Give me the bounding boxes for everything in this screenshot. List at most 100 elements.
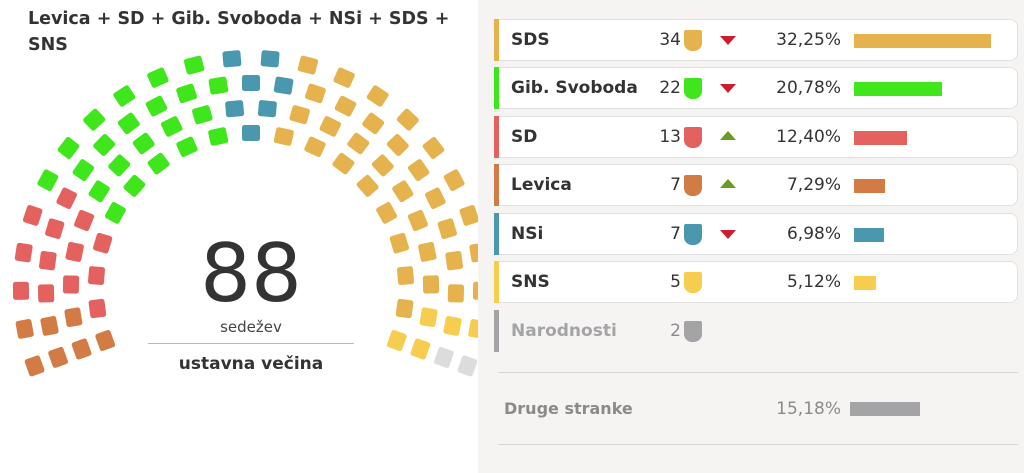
seat-sds [347,132,370,155]
seat-icon [684,30,702,51]
seat-sds [407,209,428,232]
seat-narodnosti [457,355,478,377]
triangle-down-icon [720,230,736,239]
seat-sns [386,330,407,351]
party-name: SD [511,127,538,147]
party-seats: 5 [670,272,681,292]
seat-sns [419,307,438,328]
seat-svoboda [192,105,213,125]
party-percent-bar [854,179,885,193]
party-seats: 22 [659,78,681,98]
seat-sns [443,315,462,336]
seat-sds [273,127,294,146]
party-color-marker [494,164,499,206]
seat-sd [22,204,43,226]
party-percent-bar [854,276,876,290]
seat-nsi [257,100,277,118]
party-percent: 7,29% [786,175,841,195]
seat-icon [684,224,702,245]
seat-sds [418,241,437,262]
seat-svoboda [208,127,229,146]
seat-svoboda [176,83,197,104]
seat-svoboda [57,136,80,160]
party-row-svoboda[interactable]: Gib. Svoboda 22 20,78% [494,67,1018,109]
results-panel: SDS 34 32,25% Gib. Svoboda 22 20,78% SD 13 12,40… [478,0,1024,473]
party-seats: 2 [670,321,681,341]
seat-svoboda [147,67,169,88]
seat-svoboda [160,116,183,137]
party-name: Levica [511,175,572,195]
seat-sds [396,108,419,131]
party-row-sd[interactable]: SD 13 12,40% [494,116,1018,158]
other-parties-percent-bar [850,402,920,416]
seat-levica [95,330,116,351]
seat-sd [56,187,77,210]
seat-nsi [242,125,260,141]
seat-sds [425,187,446,210]
party-color-marker [494,67,499,109]
party-color-marker [494,19,499,61]
seat-icon [684,175,702,196]
seat-nsi [242,75,260,91]
seat-sds [333,67,355,88]
seat-sds [297,55,319,75]
seat-sd [37,284,55,303]
seat-narodnosti [434,346,454,368]
seat-sns [410,338,431,360]
party-seats: 7 [670,224,681,244]
party-percent-bar [854,82,942,96]
seat-icon [684,127,702,148]
seat-svoboda [108,154,131,177]
seat-svoboda [132,132,155,155]
other-parties-name: Druge stranke [504,399,633,418]
seat-sds [445,251,464,271]
seat-sds [356,174,379,197]
seat-levica [64,307,83,328]
party-row-sds[interactable]: SDS 34 32,25% [494,19,1018,61]
seat-sds [371,154,394,177]
party-row-nsi[interactable]: NSi 7 6,98% [494,213,1018,255]
coalition-panel: Levica + SD + Gib. Svoboda + NSi + SDS +… [0,0,478,473]
party-color-marker [494,261,499,303]
seat-nsi [225,100,245,118]
seat-levica [48,346,68,368]
seat-sds [422,275,440,294]
party-row-sns[interactable]: SNS 5 5,12% [494,261,1018,303]
seat-sds [443,169,465,192]
seat-sds [376,202,398,224]
party-row-narodnosti[interactable]: Narodnosti 2 [494,310,1018,352]
seat-svoboda [93,134,116,156]
seat-sd [12,281,30,300]
seat-sds [289,105,310,125]
triangle-down-icon [720,84,736,93]
seat-svoboda [183,55,205,75]
party-name: SDS [511,30,550,50]
other-parties-row[interactable]: Druge stranke 15,18% [494,386,1018,432]
seat-sds [469,242,478,263]
seat-levica [15,319,34,339]
seats-total: 88 [200,227,302,320]
party-name: SNS [511,272,550,292]
seat-icon [684,321,702,342]
seat-sds [472,281,478,300]
seat-sds [362,112,385,135]
seat-levica [40,315,59,336]
seat-svoboda [208,76,229,95]
seat-sd [65,241,84,262]
seat-sds [422,136,445,160]
party-name: NSi [511,224,544,244]
seat-sds [447,284,465,303]
party-seats: 34 [659,30,681,50]
party-percent: 6,98% [786,224,841,244]
seat-svoboda [37,169,59,192]
seat-sns [468,319,478,339]
divider [498,372,1018,373]
party-row-levica[interactable]: Levica 7 7,29% [494,164,1018,206]
coalition-title: Levica + SD + Gib. Svoboda + NSi + SDS +… [28,9,450,55]
party-color-marker [494,310,499,352]
party-percent: 32,25% [776,30,841,50]
seat-sds [305,83,326,104]
seat-nsi [273,76,294,95]
seat-svoboda [123,174,146,197]
seat-sds [395,298,414,319]
